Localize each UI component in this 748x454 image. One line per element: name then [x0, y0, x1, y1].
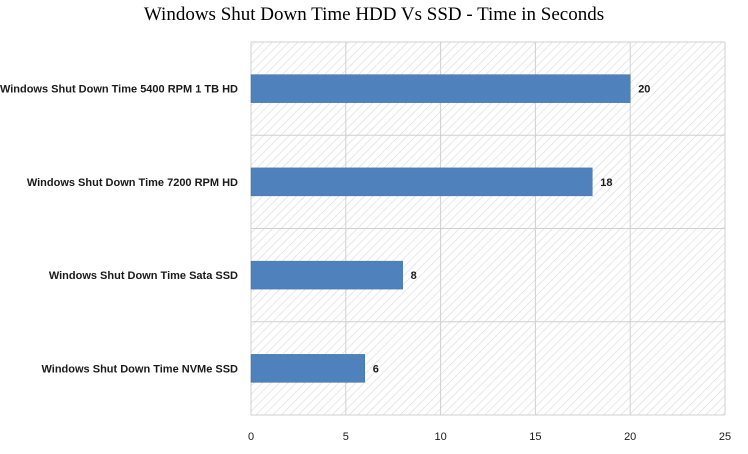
x-tick-label: 0: [248, 431, 254, 443]
category-label: Windows Shut Down Time 5400 RPM 1 TB HD: [0, 84, 238, 96]
value-labels: 20 18 8 6: [373, 84, 651, 376]
data-label: 6: [373, 363, 379, 375]
data-label: 20: [638, 84, 650, 96]
x-tick-label: 5: [343, 431, 349, 443]
bar: [250, 354, 366, 383]
x-axis-ticks: 0 5 10 15 20 25: [248, 431, 731, 443]
data-label: 18: [600, 177, 612, 189]
category-label: Windows Shut Down Time NVMe SSD: [42, 363, 239, 375]
bar: [250, 167, 593, 197]
x-tick-label: 10: [434, 431, 446, 443]
bar: [250, 74, 631, 103]
x-tick-label: 15: [529, 431, 541, 443]
bar: [250, 260, 403, 290]
category-label: Windows Shut Down Time 7200 RPM HD: [27, 177, 238, 189]
chart-title: Windows Shut Down Time HDD Vs SSD - Time…: [143, 4, 605, 25]
x-tick-label: 20: [624, 431, 636, 443]
data-label: 8: [411, 270, 417, 282]
gridlines: [250, 41, 726, 416]
x-tick-label: 25: [719, 431, 731, 443]
category-labels: Windows Shut Down Time 5400 RPM 1 TB HD W…: [0, 84, 238, 376]
category-label: Windows Shut Down Time Sata SSD: [49, 270, 238, 282]
bars: [250, 74, 631, 383]
